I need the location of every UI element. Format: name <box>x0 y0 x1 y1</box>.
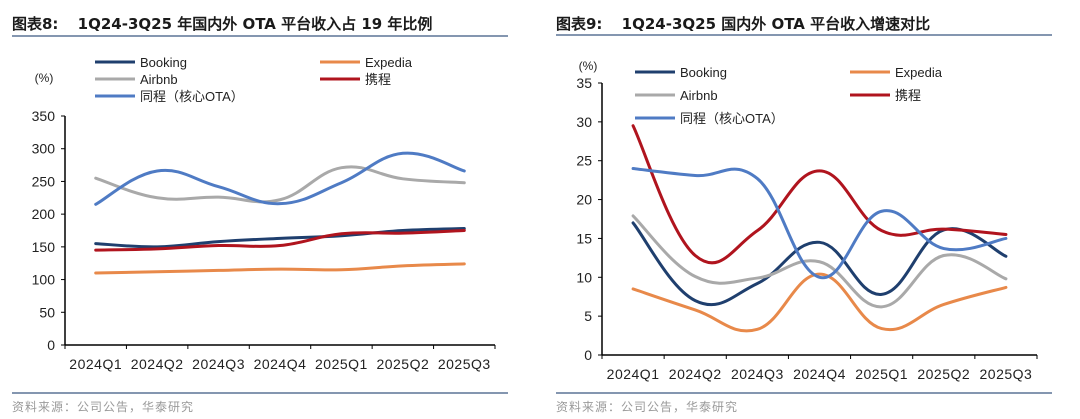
source-note: 资料来源：公司公告，华泰研究 <box>12 400 195 414</box>
x-tick-label: 2024Q4 <box>254 356 307 372</box>
chart-svg: (%) 0 5 10 15 20 25 30 35 2024Q1 2024Q2 2024Q3 2024Q… <box>576 59 1038 382</box>
legend-label: 携程 <box>895 88 921 103</box>
y-tick-label: 15 <box>576 230 592 246</box>
series-line-4 <box>94 229 466 252</box>
x-tick-label: 2025Q2 <box>917 366 970 382</box>
x-tick-label: 2024Q2 <box>669 366 722 382</box>
series-line-2 <box>631 272 1008 333</box>
legend-label: Booking <box>140 55 187 70</box>
figure-number: 图表8: <box>12 15 59 33</box>
series-line-5 <box>94 151 466 206</box>
legend-label: 携程 <box>365 72 391 87</box>
x-tick-label: 2025Q1 <box>315 356 368 372</box>
chart-title: 图表9: 1Q24-3Q25 国内外 OTA 平台收入增速对比 <box>556 13 930 34</box>
y-tick-label: 200 <box>32 206 56 222</box>
y-tick-label: 250 <box>32 173 56 189</box>
series-line-1 <box>631 221 1008 307</box>
y-tick-label: 25 <box>576 153 592 169</box>
chart-panel-left: 图表8: 1Q24-3Q25 年国内外 OTA 平台收入占 19 年比例 (%)… <box>12 13 508 414</box>
x-tick-label: 2025Q3 <box>980 366 1033 382</box>
y-tick-label: 300 <box>32 141 56 157</box>
figure-title: 1Q24-3Q25 国内外 OTA 平台收入增速对比 <box>621 15 931 33</box>
source-rule <box>556 392 1052 394</box>
chart-panel-right: 图表9: 1Q24-3Q25 国内外 OTA 平台收入增速对比 (%) 0 5 10 1… <box>540 0 1080 419</box>
figure-title: 1Q24-3Q25 年国内外 OTA 平台收入占 19 年比例 <box>77 15 433 33</box>
x-tick-label: 2024Q1 <box>69 356 122 372</box>
y-tick-label: 0 <box>584 347 592 363</box>
legend-label: Expedia <box>895 65 943 80</box>
y-tick-label: 150 <box>32 239 56 255</box>
title-rule <box>12 35 508 37</box>
y-tick-label: 100 <box>32 272 56 288</box>
figure-number: 图表9: <box>556 15 603 33</box>
x-tick-label: 2025Q2 <box>376 356 429 372</box>
x-tick-label: 2024Q3 <box>192 356 245 372</box>
legend-label: 同程（核心OTA） <box>680 111 784 126</box>
y-tick-label: 0 <box>47 337 55 353</box>
x-tick-label: 2025Q3 <box>438 356 491 372</box>
y-tick-label: 50 <box>39 304 55 320</box>
y-axis-unit-label: (%) <box>579 59 598 73</box>
chart-svg: (%) 0 50 100 150 200 250 300 350 2024Q1 2024Q2 2024… <box>32 55 496 372</box>
legend-label: Booking <box>680 65 727 80</box>
y-tick-label: 350 <box>32 108 56 124</box>
series-line-5 <box>631 166 1008 279</box>
source-note: 资料来源：公司公告，华泰研究 <box>556 400 739 414</box>
series-line-2 <box>94 262 466 275</box>
legend-label: Airbnb <box>680 88 718 103</box>
title-rule <box>556 34 1052 36</box>
series-line-1 <box>94 227 466 249</box>
x-tick-label: 2024Q1 <box>607 366 660 382</box>
y-tick-label: 20 <box>576 192 592 208</box>
y-axis-unit-label: (%) <box>35 71 54 85</box>
legend-label: Airbnb <box>140 72 178 87</box>
source-rule <box>12 392 508 394</box>
legend-label: Expedia <box>365 55 413 70</box>
legend-label: 同程（核心OTA） <box>140 89 244 104</box>
series-line-3 <box>94 165 466 204</box>
y-tick-label: 5 <box>584 308 592 324</box>
chart-title: 图表8: 1Q24-3Q25 年国内外 OTA 平台收入占 19 年比例 <box>12 13 432 34</box>
x-tick-label: 2024Q2 <box>131 356 184 372</box>
y-tick-label: 35 <box>576 75 592 91</box>
x-tick-label: 2024Q3 <box>731 366 784 382</box>
series-line-4 <box>631 124 1008 265</box>
x-tick-label: 2025Q1 <box>855 366 908 382</box>
y-tick-label: 30 <box>576 114 592 130</box>
series-line-3 <box>631 214 1008 309</box>
x-tick-label: 2024Q4 <box>793 366 846 382</box>
y-tick-label: 10 <box>576 269 592 285</box>
